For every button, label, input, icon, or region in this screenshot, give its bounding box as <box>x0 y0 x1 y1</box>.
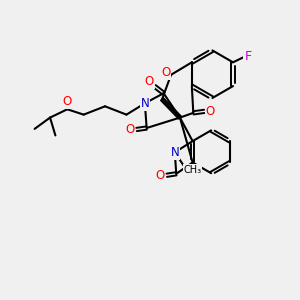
Text: O: O <box>155 169 164 182</box>
Text: CH₃: CH₃ <box>184 165 202 175</box>
Text: O: O <box>161 66 170 79</box>
Text: F: F <box>244 50 251 63</box>
Text: O: O <box>63 95 72 108</box>
Text: N: N <box>140 97 149 110</box>
Text: N: N <box>170 146 179 159</box>
Text: O: O <box>125 123 134 136</box>
Text: O: O <box>145 75 154 88</box>
Text: O: O <box>206 105 215 118</box>
